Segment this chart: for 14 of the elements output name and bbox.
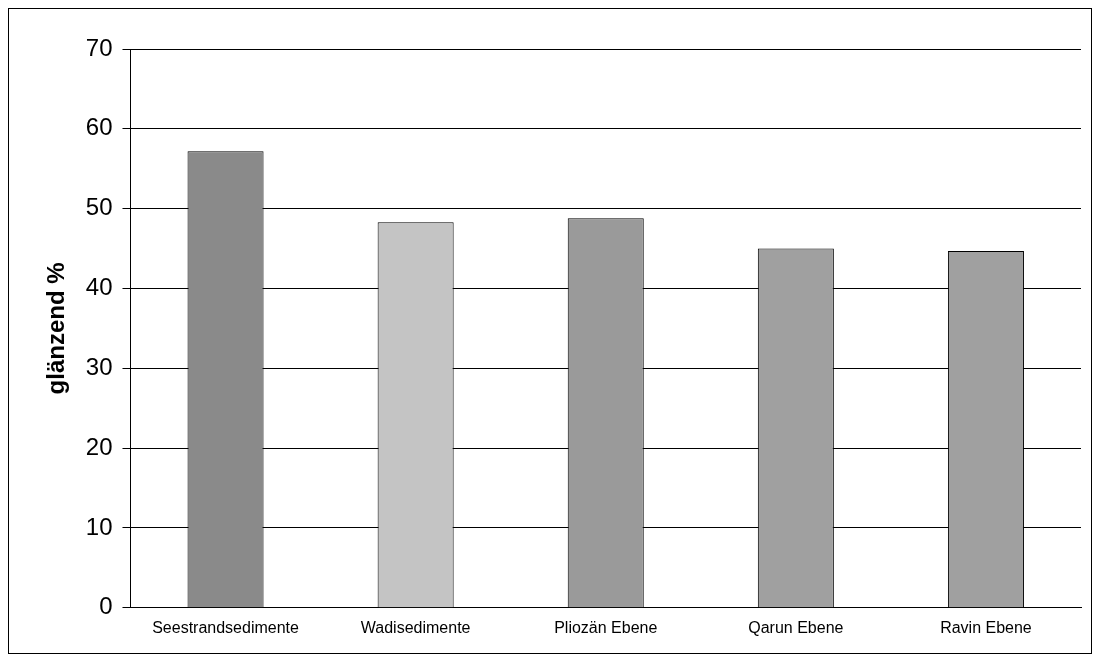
y-axis-title: glänzend % [42,262,70,395]
y-tick-label: 50 [85,193,113,221]
x-tick-label: Wadisedimente [360,618,471,636]
y-tick-label: 60 [85,113,113,141]
x-tick-label: Seestrandsedimente [152,618,300,636]
x-tick-label: Pliozän Ebene [554,618,658,636]
y-tick-label: 40 [85,273,113,301]
y-tick-label: 70 [85,33,113,61]
y-tick-label: 0 [99,592,113,620]
x-tick-label: Qarun Ebene [748,618,844,636]
y-tick-label: 10 [85,512,113,540]
x-tick-label: Ravin Ebene [940,618,1032,636]
y-tick-label: 30 [85,352,113,380]
y-tick-label: 20 [85,432,113,460]
